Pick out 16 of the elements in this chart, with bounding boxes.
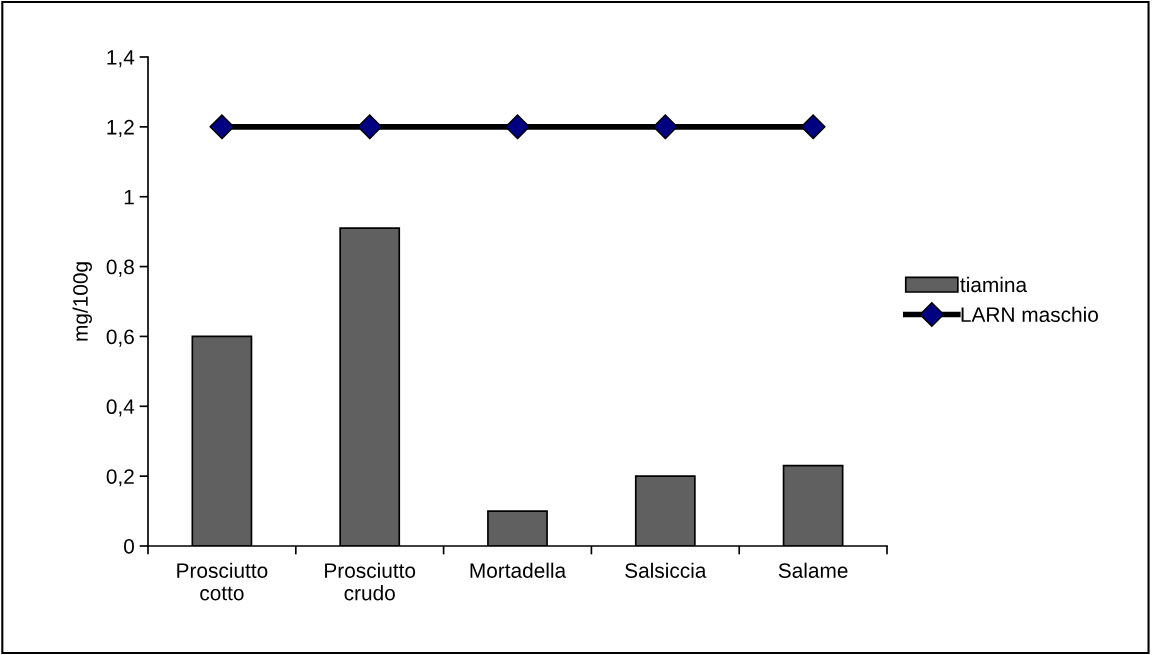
legend-label: LARN maschio — [961, 306, 1098, 323]
x-tick-label: Prosciutto crudo — [325, 562, 416, 601]
x-tick-label: Salame — [778, 562, 848, 578]
y-tick-label: 0,2 — [106, 469, 134, 487]
y-tick-label: 0,8 — [106, 259, 134, 277]
x-tick-label: Mortadella — [470, 562, 567, 578]
y-tick-label: 0 — [124, 539, 134, 554]
legend-label: tiamina — [960, 276, 1028, 293]
y-tick-label: 1,2 — [107, 119, 134, 138]
y-tick-label: 1 — [124, 189, 134, 205]
y-tick-label: 0,6 — [106, 329, 134, 347]
x-tick-label: Salsiccia — [625, 562, 707, 578]
y-tick-label: 0,4 — [106, 399, 135, 417]
x-tick-label: Prosciutto cotto — [177, 562, 268, 601]
y-tick-label: 1,4 — [107, 50, 135, 68]
y-axis-title: mg/100g — [72, 262, 92, 341]
